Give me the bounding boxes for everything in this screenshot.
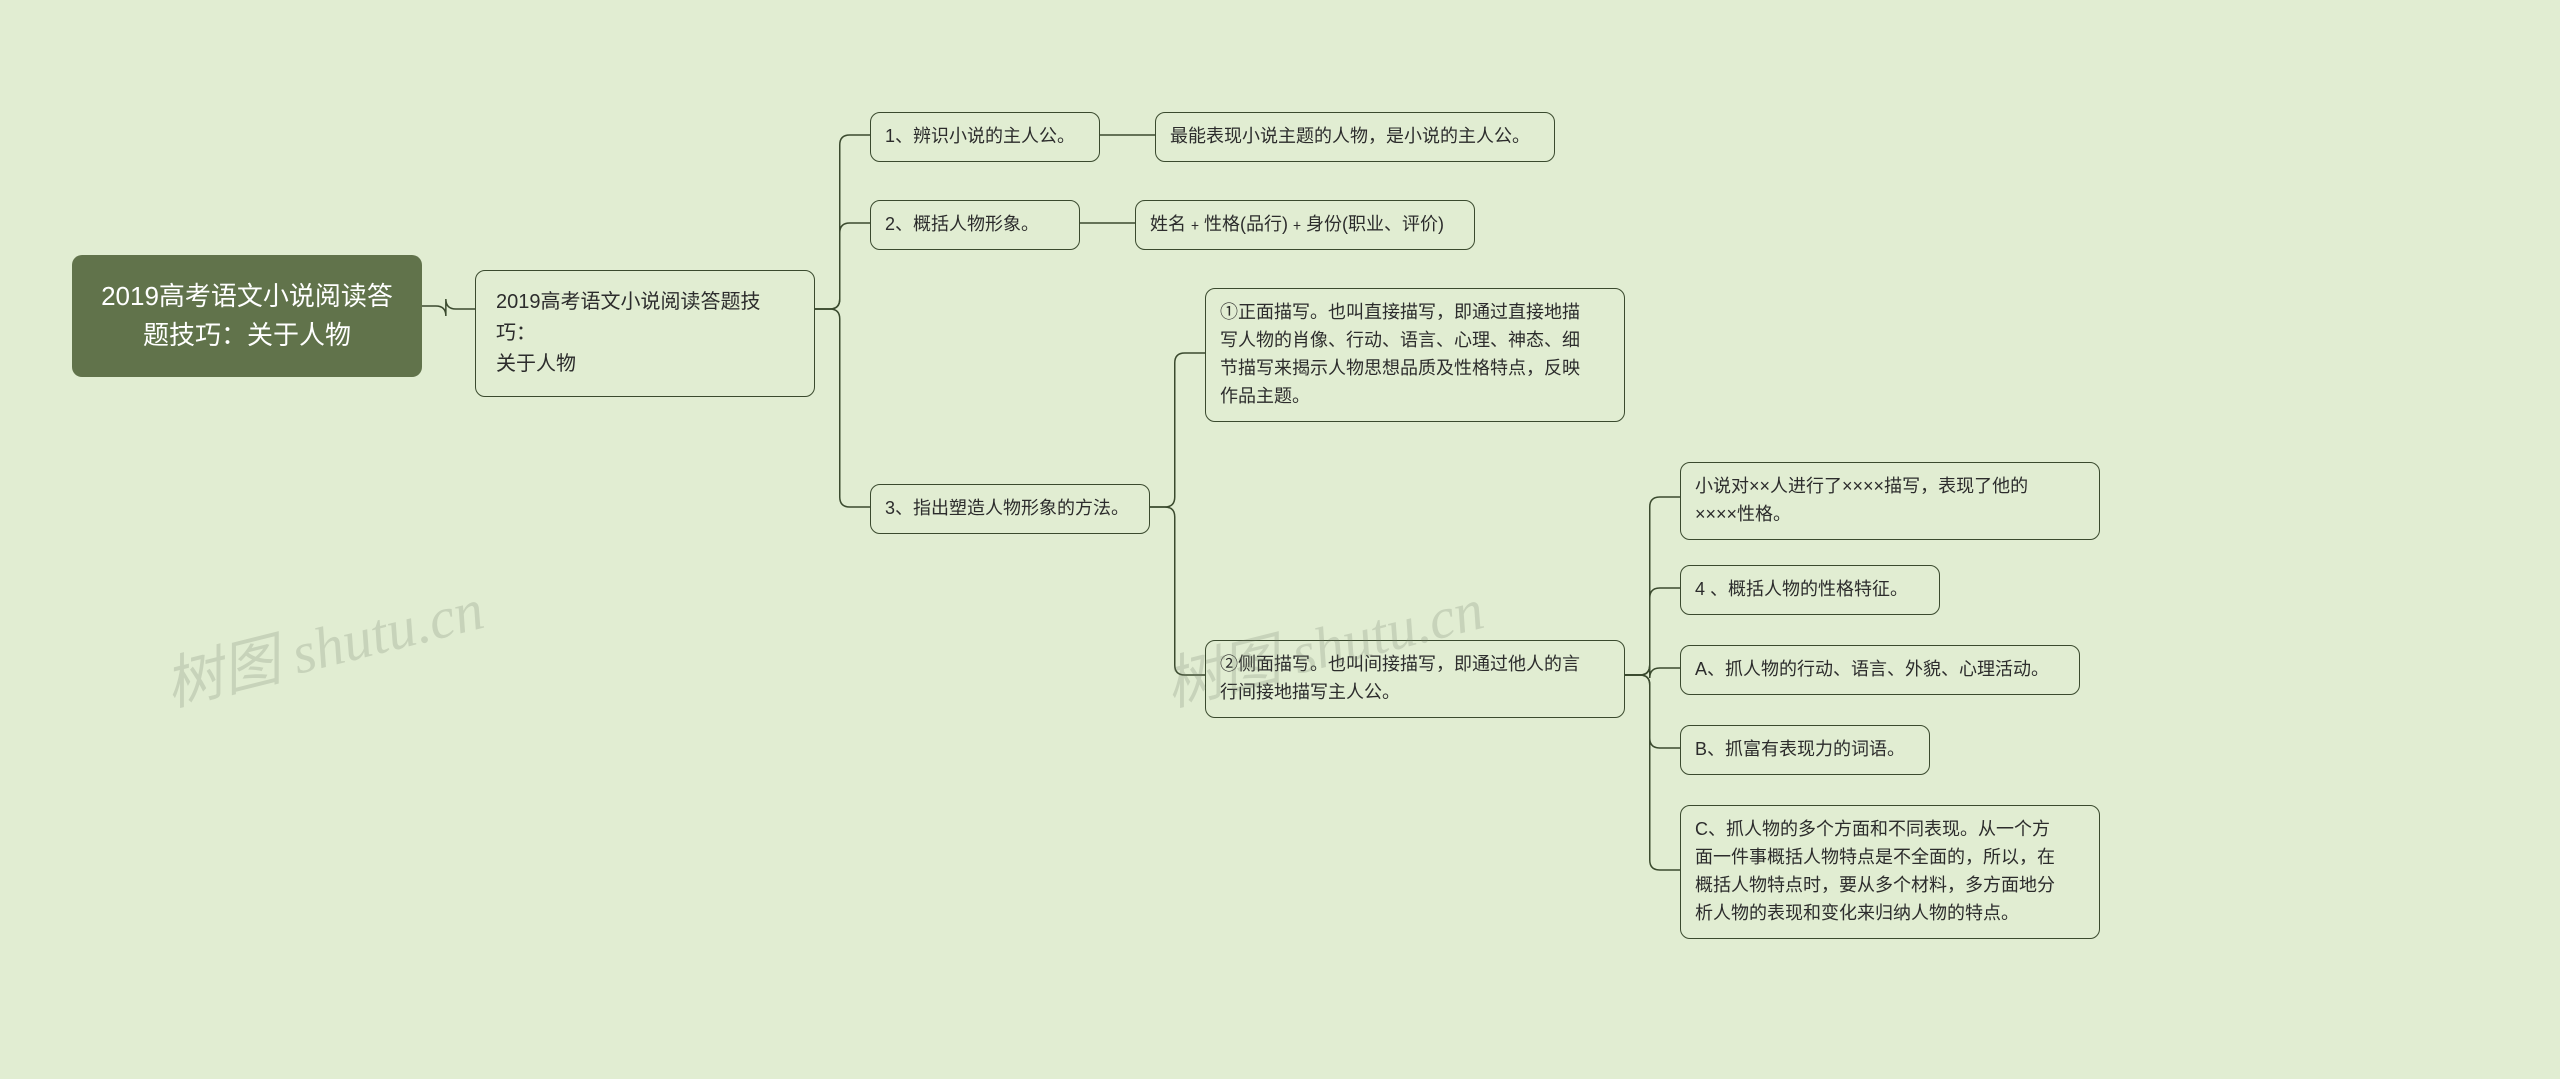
node-n1: 2019高考语文小说阅读答题技巧：关于人物 bbox=[475, 270, 815, 397]
node-n2a: 最能表现小说主题的人物，是小说的主人公。 bbox=[1155, 112, 1555, 162]
node-n4b3: A、抓人物的行动、语言、外貌、心理活动。 bbox=[1680, 645, 2080, 695]
edge-n4b-n4b4 bbox=[1625, 675, 1680, 748]
edge-n4b-n4b5 bbox=[1625, 675, 1680, 870]
node-n3a: 姓名﹢性格(品行)﹢身份(职业、评价) bbox=[1135, 200, 1475, 250]
edge-n4b-n4b2 bbox=[1625, 588, 1680, 675]
node-n2: 1、辨识小说的主人公。 bbox=[870, 112, 1100, 162]
node-n4b: ②侧面描写。也叫间接描写，即通过他人的言行间接地描写主人公。 bbox=[1205, 640, 1625, 718]
edge-n4-n4b bbox=[1150, 507, 1205, 675]
edge-root-n1 bbox=[422, 299, 475, 316]
node-n4b2: 4 、概括人物的性格特征。 bbox=[1680, 565, 1940, 615]
watermark: 树图 shutu.cn bbox=[155, 562, 491, 722]
node-n4b4: B、抓富有表现力的词语。 bbox=[1680, 725, 1930, 775]
node-n4b1: 小说对××人进行了××××描写，表现了他的××××性格。 bbox=[1680, 462, 2100, 540]
edge-n4b-n4b3 bbox=[1625, 665, 1680, 678]
node-root: 2019高考语文小说阅读答题技巧：关于人物 bbox=[72, 255, 422, 377]
edge-n1-n2 bbox=[815, 135, 870, 309]
node-n4: 3、指出塑造人物形象的方法。 bbox=[870, 484, 1150, 534]
node-n3: 2、概括人物形象。 bbox=[870, 200, 1080, 250]
node-n4b5: C、抓人物的多个方面和不同表现。从一个方面一件事概括人物特点是不全面的，所以，在… bbox=[1680, 805, 2100, 939]
edge-n4-n4a bbox=[1150, 353, 1205, 507]
edge-n4b-n4b1 bbox=[1625, 497, 1680, 675]
edge-n1-n3 bbox=[815, 223, 870, 309]
edge-n1-n4 bbox=[815, 309, 870, 507]
node-n4a: ①正面描写。也叫直接描写，即通过直接地描写人物的肖像、行动、语言、心理、神态、细… bbox=[1205, 288, 1625, 422]
